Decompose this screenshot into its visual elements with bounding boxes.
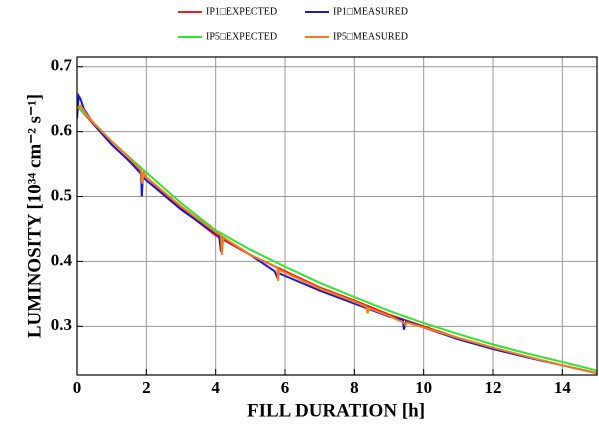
legend-label: IP1□EXPECTED (206, 6, 277, 17)
x-tick-label: 2 (142, 378, 151, 397)
legend-label: IP5□EXPECTED (206, 31, 277, 42)
y-axis-label: LUMINOSITY [10³⁴ cm⁻² s⁻¹] (24, 94, 45, 338)
x-tick-label: 6 (281, 378, 290, 397)
series-line (77, 92, 597, 375)
x-tick-label: 12 (485, 378, 502, 397)
series-line (77, 104, 597, 375)
y-tick-label: 0.3 (51, 315, 72, 334)
x-axis-label: FILL DURATION [h] (247, 400, 425, 421)
x-tick-label: 4 (211, 378, 220, 397)
legend-label: IP5□MEASURED (333, 31, 408, 42)
x-tick-label: 8 (350, 378, 359, 397)
series-line (77, 105, 597, 372)
x-tick-label: 14 (554, 378, 572, 397)
y-tick-label: 0.7 (51, 56, 73, 75)
y-tick-label: 0.6 (51, 121, 72, 140)
legend-label: IP1□MEASURED (333, 6, 408, 17)
y-tick-label: 0.5 (51, 185, 72, 204)
series-line (77, 105, 597, 375)
plot-frame (76, 56, 598, 376)
x-tick-label: 0 (73, 378, 82, 397)
y-tick-label: 0.4 (51, 250, 73, 269)
x-tick-label: 10 (415, 378, 432, 397)
